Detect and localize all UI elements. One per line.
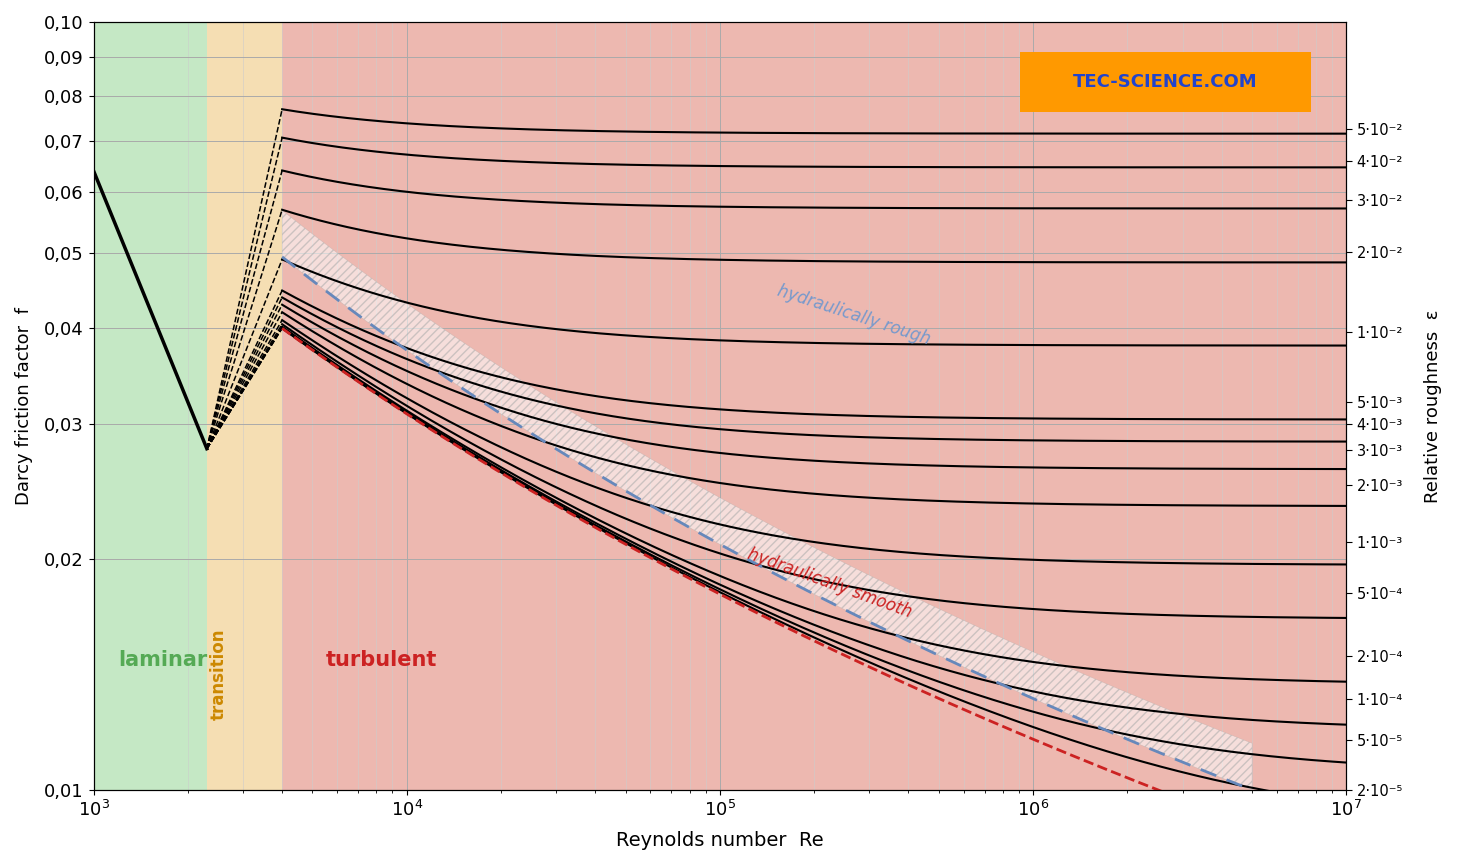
Y-axis label: Relative roughness  ε: Relative roughness ε bbox=[1423, 310, 1442, 503]
Text: hydraulically rough: hydraulically rough bbox=[775, 282, 932, 349]
Text: TEC-SCIENCE.COM: TEC-SCIENCE.COM bbox=[1074, 74, 1257, 91]
Bar bbox=[207, 22, 283, 790]
Text: transition: transition bbox=[210, 628, 227, 720]
Text: laminar: laminar bbox=[118, 650, 208, 670]
X-axis label: Reynolds number  Re: Reynolds number Re bbox=[616, 831, 823, 850]
Text: turbulent: turbulent bbox=[325, 650, 437, 670]
Bar bbox=[93, 22, 207, 790]
Text: hydraulically smooth: hydraulically smooth bbox=[745, 545, 914, 621]
Y-axis label: Darcy friction factor  f: Darcy friction factor f bbox=[15, 307, 34, 505]
FancyBboxPatch shape bbox=[1020, 52, 1311, 112]
